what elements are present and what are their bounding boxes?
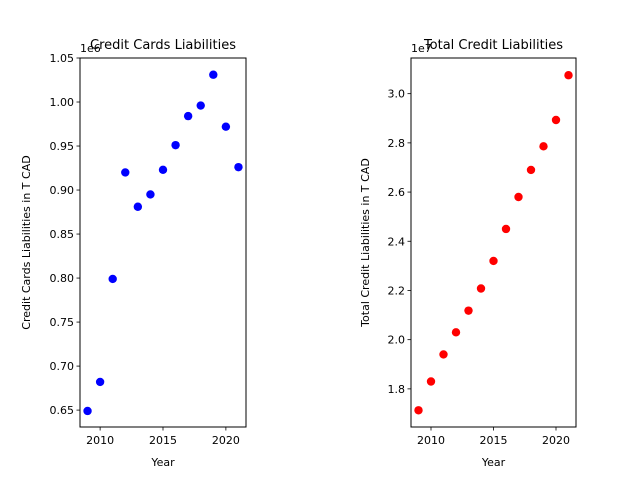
plot-frame bbox=[410, 57, 577, 428]
data-point bbox=[171, 140, 180, 150]
y-tick-label: 3.0 bbox=[388, 88, 406, 101]
y-tick-label: 2.0 bbox=[388, 334, 406, 347]
x-tick-label: 2015 bbox=[149, 434, 177, 447]
y-tick-label: 2.6 bbox=[388, 186, 406, 199]
data-point bbox=[183, 111, 193, 121]
x-tick-label: 2010 bbox=[86, 434, 114, 447]
data-point bbox=[108, 274, 117, 284]
data-point bbox=[196, 101, 205, 110]
data-point bbox=[83, 406, 92, 416]
y-tick-label: 1.05 bbox=[50, 52, 75, 65]
data-point bbox=[501, 224, 511, 234]
y-tick-label: 0.70 bbox=[50, 360, 75, 373]
x-axis-label: Year bbox=[150, 456, 175, 469]
offset-text: 1e7 bbox=[411, 42, 432, 55]
data-point bbox=[209, 70, 218, 79]
y-axis-label: Credit Cards Liabilities in T CAD bbox=[20, 155, 33, 329]
data-point bbox=[121, 168, 130, 177]
y-tick-label: 0.80 bbox=[50, 272, 75, 285]
plot-frame bbox=[79, 57, 247, 428]
data-point bbox=[439, 350, 448, 359]
total-credit-subplot: Total Credit Liabilities 1e7 Year Total … bbox=[359, 38, 577, 469]
data-point bbox=[551, 115, 561, 125]
x-tick-label: 2010 bbox=[417, 434, 445, 447]
x-axis-label: Year bbox=[481, 456, 506, 469]
data-point bbox=[234, 162, 243, 172]
credit-cards-subplot: Credit Cards Liabilities 1e6 Year Credit… bbox=[20, 38, 247, 469]
y-tick-label: 0.95 bbox=[50, 140, 75, 153]
scatter-points bbox=[414, 71, 573, 415]
data-point bbox=[539, 142, 548, 151]
data-point bbox=[514, 192, 523, 202]
data-point bbox=[146, 190, 155, 199]
data-point bbox=[476, 284, 486, 293]
offset-text: 1e6 bbox=[80, 42, 101, 55]
y-axis-label: Total Credit Liabilities in T CAD bbox=[359, 158, 372, 328]
data-point bbox=[221, 122, 231, 131]
x-tick-label: 2020 bbox=[212, 434, 240, 447]
y-tick-label: 2.8 bbox=[388, 137, 406, 150]
y-tick-label: 2.4 bbox=[388, 235, 406, 248]
y-tick-label: 1.8 bbox=[388, 383, 406, 396]
y-tick-label: 0.65 bbox=[50, 404, 75, 417]
y-tick-label: 0.85 bbox=[50, 228, 75, 241]
data-point bbox=[526, 165, 536, 175]
tick-layer: 2010 2015 2020 0.65 0.70 0.75 0.80 0.85 0.90 0.95… bbox=[50, 52, 240, 447]
tick-layer: 2010 2015 2020 1.8 2.0 2.2 2.4 2.6 2.8 3.0 bbox=[388, 88, 571, 447]
data-point bbox=[451, 328, 461, 337]
x-tick-label: 2015 bbox=[480, 434, 508, 447]
chart-title: Credit Cards Liabilities bbox=[90, 38, 236, 53]
data-point bbox=[95, 377, 105, 387]
scatter-points bbox=[83, 70, 243, 416]
data-point bbox=[464, 306, 473, 315]
data-point bbox=[158, 165, 168, 174]
data-point bbox=[564, 71, 573, 80]
data-point bbox=[414, 406, 423, 415]
y-tick-label: 0.75 bbox=[50, 316, 75, 329]
data-point bbox=[426, 377, 436, 386]
y-tick-label: 2.2 bbox=[388, 284, 406, 297]
x-tick-label: 2020 bbox=[542, 434, 570, 447]
chart-title: Total Credit Liabilities bbox=[423, 38, 563, 53]
y-tick-label: 1.00 bbox=[50, 96, 75, 109]
data-point bbox=[133, 202, 143, 211]
y-tick-label: 0.90 bbox=[50, 184, 75, 197]
data-point bbox=[489, 256, 498, 266]
